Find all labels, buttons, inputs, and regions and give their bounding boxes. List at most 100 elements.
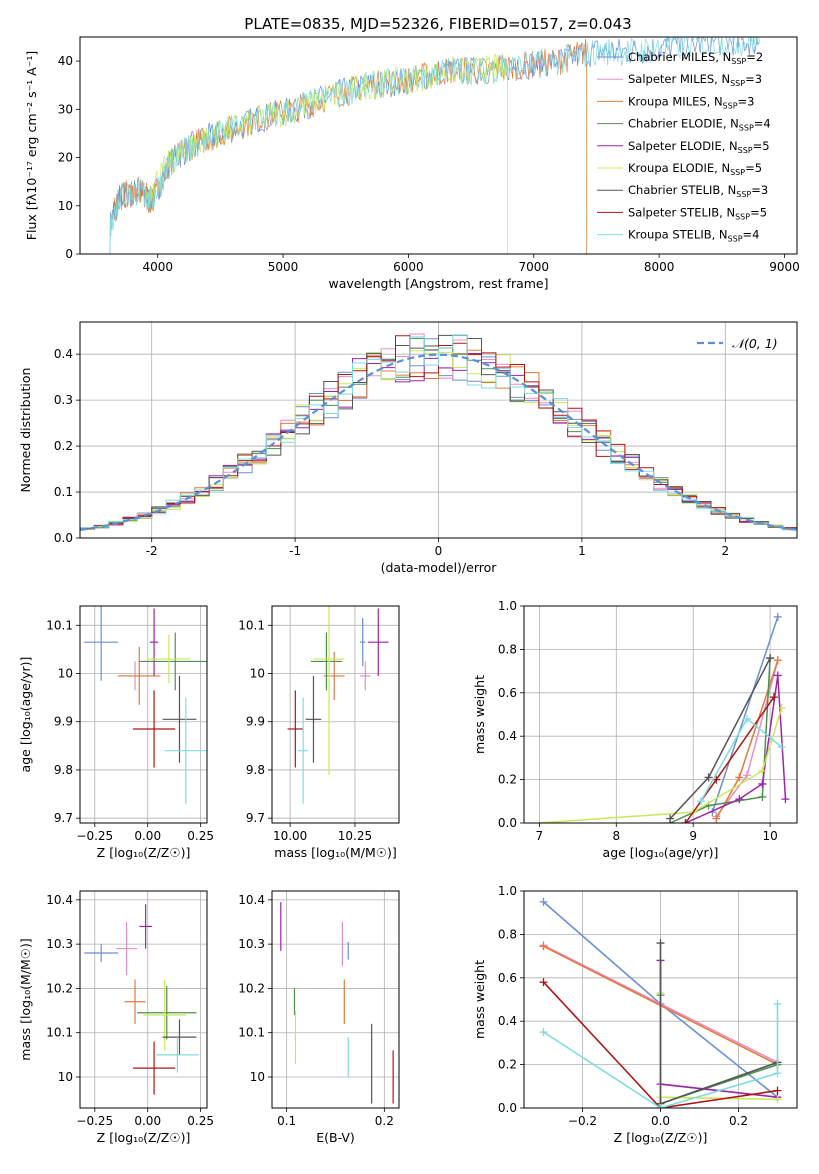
axes-frame xyxy=(79,36,798,255)
data-point-marker xyxy=(656,939,665,948)
normal-curve xyxy=(80,353,797,531)
y-axis-label: Flux [fλ10⁻¹⁷ erg cm⁻² s⁻¹ A⁻¹] xyxy=(24,51,39,240)
plot-area xyxy=(539,897,782,1108)
legend: Chabrier MILES, NSSP=2 Salpeter MILES, NS… xyxy=(597,50,771,244)
x-axis-label: Z [log₁₀(Z/Z☉)] xyxy=(97,1130,191,1145)
y-tick-label: 0.2 xyxy=(54,439,73,453)
x-tick-label: 0.2 xyxy=(729,1114,748,1128)
x-tick-label: 7000 xyxy=(518,260,549,274)
x-tick-label: −0.2 xyxy=(568,1114,597,1128)
y-tick-label: 0.1 xyxy=(54,485,73,499)
spectrum-series xyxy=(109,37,760,254)
legend-label: Kroupa MILES, NSSP=3 xyxy=(628,94,754,110)
data-point-marker xyxy=(773,656,782,665)
y-tick-label: 10.3 xyxy=(46,937,73,951)
y-axis-label: mass weight xyxy=(472,675,487,754)
spectrum-series xyxy=(144,53,508,254)
x-axis-label: wavelength [Angstrom, rest frame] xyxy=(328,276,548,291)
data-point-marker xyxy=(666,814,675,823)
y-tick-label: 10.4 xyxy=(46,893,73,907)
axes-frame xyxy=(523,605,798,824)
y-tick-label: 1.0 xyxy=(498,599,517,613)
x-tick-label: 5000 xyxy=(268,260,299,274)
axes-age_vs_mass: 10.00 10.25 9.7 9.8 9.9 10 10.1 mass [log₁₀(M/M… xyxy=(238,605,400,860)
y-tick-label: 9.8 xyxy=(54,763,73,777)
y-tick-label: 10 xyxy=(250,1070,265,1084)
data-point-marker xyxy=(743,714,752,723)
y-tick-label: 10.2 xyxy=(46,981,73,995)
y-axis-label: mass [log₁₀(M/M☉)] xyxy=(18,938,33,1060)
data-point-marker xyxy=(535,819,544,823)
x-axis-label: mass [log₁₀(M/M☉)] xyxy=(274,845,396,860)
y-tick-label: 0.2 xyxy=(498,1058,517,1072)
axes-frame xyxy=(271,890,400,1109)
y-tick-label: 0.0 xyxy=(54,531,73,545)
data-point-marker xyxy=(773,612,782,621)
axes-frame xyxy=(79,890,208,1109)
data-point-marker xyxy=(704,773,713,782)
y-tick-label: 10 xyxy=(58,1070,73,1084)
legend: 𝒩(0, 1) xyxy=(697,336,778,351)
data-point-marker xyxy=(773,671,782,680)
data-point-marker xyxy=(773,1095,782,1104)
y-tick-label: 10.2 xyxy=(238,981,265,995)
x-tick-label: 4000 xyxy=(142,260,173,274)
data-point-marker xyxy=(539,942,548,951)
x-tick-label: 0 xyxy=(435,544,443,558)
data-point-marker xyxy=(758,779,767,788)
x-tick-label: 10 xyxy=(762,829,777,843)
x-tick-label: 0.00 xyxy=(134,1114,161,1128)
data-point-marker xyxy=(712,814,721,823)
y-tick-label: 10.1 xyxy=(46,1026,73,1040)
data-point-marker xyxy=(758,766,767,775)
axes-age_vs_Z: −0.25 0.00 0.25 9.7 9.8 9.9 10 10.1 Z [log₁₀(Z/Z… xyxy=(18,605,214,860)
x-tick-label: 8000 xyxy=(644,260,675,274)
y-tick-label: 0.4 xyxy=(498,729,517,743)
data-point-marker xyxy=(773,1069,782,1078)
y-tick-label: 9.8 xyxy=(246,763,265,777)
legend-label: Chabrier STELIB, NSSP=3 xyxy=(628,183,768,199)
data-point-marker xyxy=(681,819,690,823)
weight-series xyxy=(543,1003,779,1108)
data-point-marker xyxy=(696,797,705,806)
y-tick-label: 0.0 xyxy=(498,816,517,830)
data-point-marker xyxy=(539,897,548,906)
x-axis-label: age [log₁₀(age/yr)] xyxy=(603,845,719,860)
y-tick-label: 10.3 xyxy=(238,937,265,951)
data-point-marker xyxy=(777,703,786,712)
legend-label: Chabrier ELODIE, NSSP=4 xyxy=(628,117,771,133)
y-tick-label: 0.3 xyxy=(54,393,73,407)
histogram-series xyxy=(80,334,797,531)
y-tick-label: 10.1 xyxy=(238,1026,265,1040)
data-point-marker xyxy=(769,693,778,702)
plot-area xyxy=(84,904,199,1095)
y-tick-label: 0.8 xyxy=(498,927,517,941)
axes-residuals: -2 -1 0 1 2 0.0 0.1 0.2 0.3 0.4 (data-model)/error… xyxy=(18,321,798,575)
y-tick-label: 0 xyxy=(65,247,73,261)
axes-frame xyxy=(523,890,798,1109)
y-axis-label: Normed distribution xyxy=(18,368,33,493)
x-tick-label: 8 xyxy=(612,829,620,843)
y-tick-label: 30 xyxy=(58,102,73,116)
plot-area xyxy=(280,902,394,1104)
legend-label: Salpeter STELIB, NSSP=5 xyxy=(628,205,767,221)
y-tick-label: 10.4 xyxy=(238,893,265,907)
data-point-marker xyxy=(766,654,775,663)
axes-weight_vs_Z: −0.2 0.0 0.2 0.0 0.2 0.4 0.6 0.8 1.0 Z [log₁₀(Z/Z… xyxy=(472,884,798,1145)
y-tick-label: 10 xyxy=(58,199,73,213)
legend-label: Salpeter MILES, NSSP=3 xyxy=(628,72,762,88)
plot-area xyxy=(535,612,790,823)
legend-label: Kroupa ELODIE, NSSP=5 xyxy=(628,161,762,177)
axes-spectrum: 4000 5000 6000 7000 8000 9000 0 10 20 30 40 wavelen… xyxy=(24,36,800,291)
x-tick-label: 10.00 xyxy=(273,829,307,843)
weight-series xyxy=(659,960,778,1098)
plot-area xyxy=(80,333,797,531)
x-tick-label: 10.25 xyxy=(338,829,372,843)
weight-series xyxy=(539,707,783,823)
data-point-marker xyxy=(656,1104,665,1108)
y-tick-label: 0.6 xyxy=(498,686,517,700)
y-tick-label: 10.1 xyxy=(238,618,265,632)
y-tick-label: 40 xyxy=(58,54,73,68)
y-tick-label: 0.2 xyxy=(498,773,517,787)
